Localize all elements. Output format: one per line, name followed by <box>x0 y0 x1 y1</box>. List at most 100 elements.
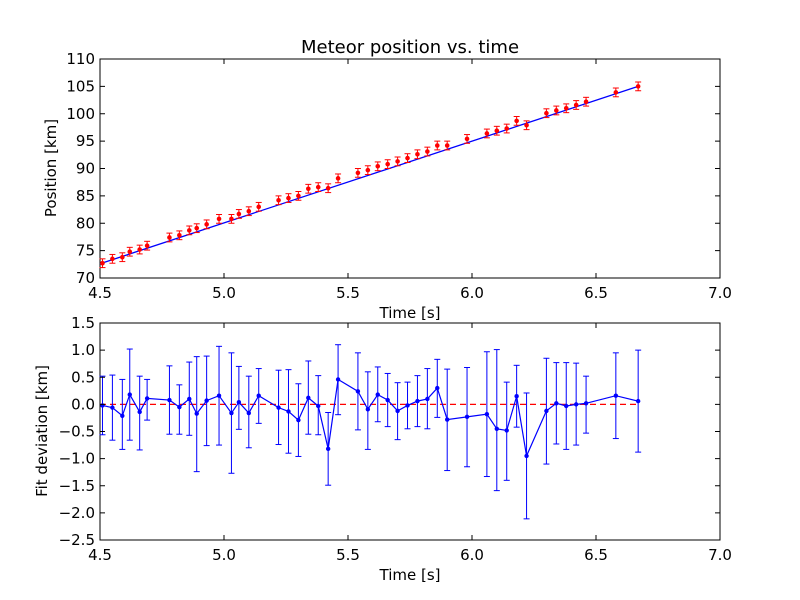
data-point <box>216 393 222 398</box>
data-point <box>514 118 519 124</box>
data-point <box>563 105 569 111</box>
data-point <box>504 126 510 131</box>
data-point <box>246 410 251 416</box>
data-point <box>325 185 331 191</box>
plot-area <box>99 58 721 279</box>
data-point <box>186 228 192 233</box>
plot-area <box>99 322 721 541</box>
data-point <box>127 392 132 397</box>
data-point <box>286 195 291 201</box>
fit-deviation-chart: 4.5 5.0 5.5 6.0 6.5 7.0 −2.5 −2.0 −1.5 −1.0 −0.5 0.… <box>33 314 732 584</box>
data-point <box>229 410 234 416</box>
data-point <box>484 131 490 136</box>
data-point <box>194 225 200 231</box>
data-point <box>484 411 490 417</box>
data-point <box>315 184 321 190</box>
data-point <box>375 164 381 169</box>
data-point <box>445 417 450 422</box>
data-point <box>167 397 172 403</box>
data-point <box>613 393 619 398</box>
data-point <box>494 128 500 134</box>
y-tick-label: 80 <box>76 214 95 232</box>
data-point <box>635 84 641 89</box>
data-point <box>276 197 281 203</box>
data-point <box>110 256 115 262</box>
x-tick-label: 6.5 <box>584 546 608 564</box>
data-point <box>296 193 301 199</box>
data-point <box>144 396 150 401</box>
data-point <box>583 401 589 406</box>
data-point <box>187 396 192 402</box>
y-tick-label: 70 <box>76 269 95 287</box>
data-point <box>415 398 420 404</box>
data-point <box>504 428 509 433</box>
data-point <box>564 403 569 409</box>
data-point <box>554 108 559 113</box>
x-tick-label: 5.5 <box>336 546 360 564</box>
y-tick-label: 95 <box>76 132 95 150</box>
data-point <box>335 377 341 382</box>
data-point <box>246 208 252 214</box>
data-point <box>204 222 209 227</box>
data-point <box>434 143 440 148</box>
y-tick-label: −1.5 <box>59 477 95 495</box>
data-point <box>464 136 470 142</box>
data-point <box>365 167 371 173</box>
data-point <box>306 186 311 192</box>
y-tick-label: 1.0 <box>71 341 95 359</box>
data-point <box>524 453 529 459</box>
data-point <box>385 397 390 403</box>
data-point <box>365 407 371 412</box>
x-tick-label: 5.0 <box>212 546 236 564</box>
x-tick-label: 7.0 <box>708 284 732 302</box>
data-point <box>395 159 400 164</box>
data-point <box>425 149 430 154</box>
y-tick-label: 100 <box>66 105 95 123</box>
y-tick-label: −1.0 <box>59 450 95 468</box>
data-point <box>256 204 262 210</box>
data-point <box>613 90 619 95</box>
y-tick-label: 90 <box>76 160 95 178</box>
data-point <box>573 402 579 407</box>
y-axis-label: Fit deviation [km] <box>33 365 51 497</box>
data-point <box>100 260 105 266</box>
x-tick-label: 6.5 <box>584 284 608 302</box>
y-tick-label: 110 <box>66 50 95 68</box>
data-point <box>444 143 450 148</box>
data-point <box>583 99 589 105</box>
x-tick-label: 4.5 <box>88 546 112 564</box>
x-tick-label: 7.0 <box>708 546 732 564</box>
chart-title: Meteor position vs. time <box>301 37 519 58</box>
data-point <box>167 235 172 240</box>
x-tick-label: 5.5 <box>336 284 360 302</box>
data-point <box>355 389 361 394</box>
data-point <box>276 405 281 410</box>
x-axis-label: Time [s] <box>379 304 441 322</box>
data-point <box>236 211 242 217</box>
data-point <box>177 232 182 238</box>
data-point <box>216 216 222 222</box>
data-point <box>120 413 125 418</box>
data-point <box>256 393 261 398</box>
x-axis-label: Time [s] <box>379 566 441 584</box>
data-point <box>554 401 559 406</box>
data-point <box>306 395 311 401</box>
data-point <box>335 176 341 181</box>
data-point <box>464 414 470 420</box>
y-tick-label: 105 <box>66 77 95 95</box>
data-point <box>435 385 440 391</box>
y-tick-label: −2.5 <box>59 531 95 549</box>
series-line <box>102 378 639 458</box>
data-point <box>355 170 361 176</box>
position-chart: Meteor position vs. time 4.5 5.0 5.5 6.0 6.5… <box>42 37 732 322</box>
data-point <box>296 417 301 423</box>
data-point <box>229 216 234 222</box>
data-point <box>137 247 142 252</box>
data-point <box>127 249 133 255</box>
data-point <box>385 161 390 167</box>
data-point <box>544 408 549 414</box>
data-point <box>137 409 142 415</box>
data-point <box>494 426 499 431</box>
data-point <box>415 151 420 157</box>
